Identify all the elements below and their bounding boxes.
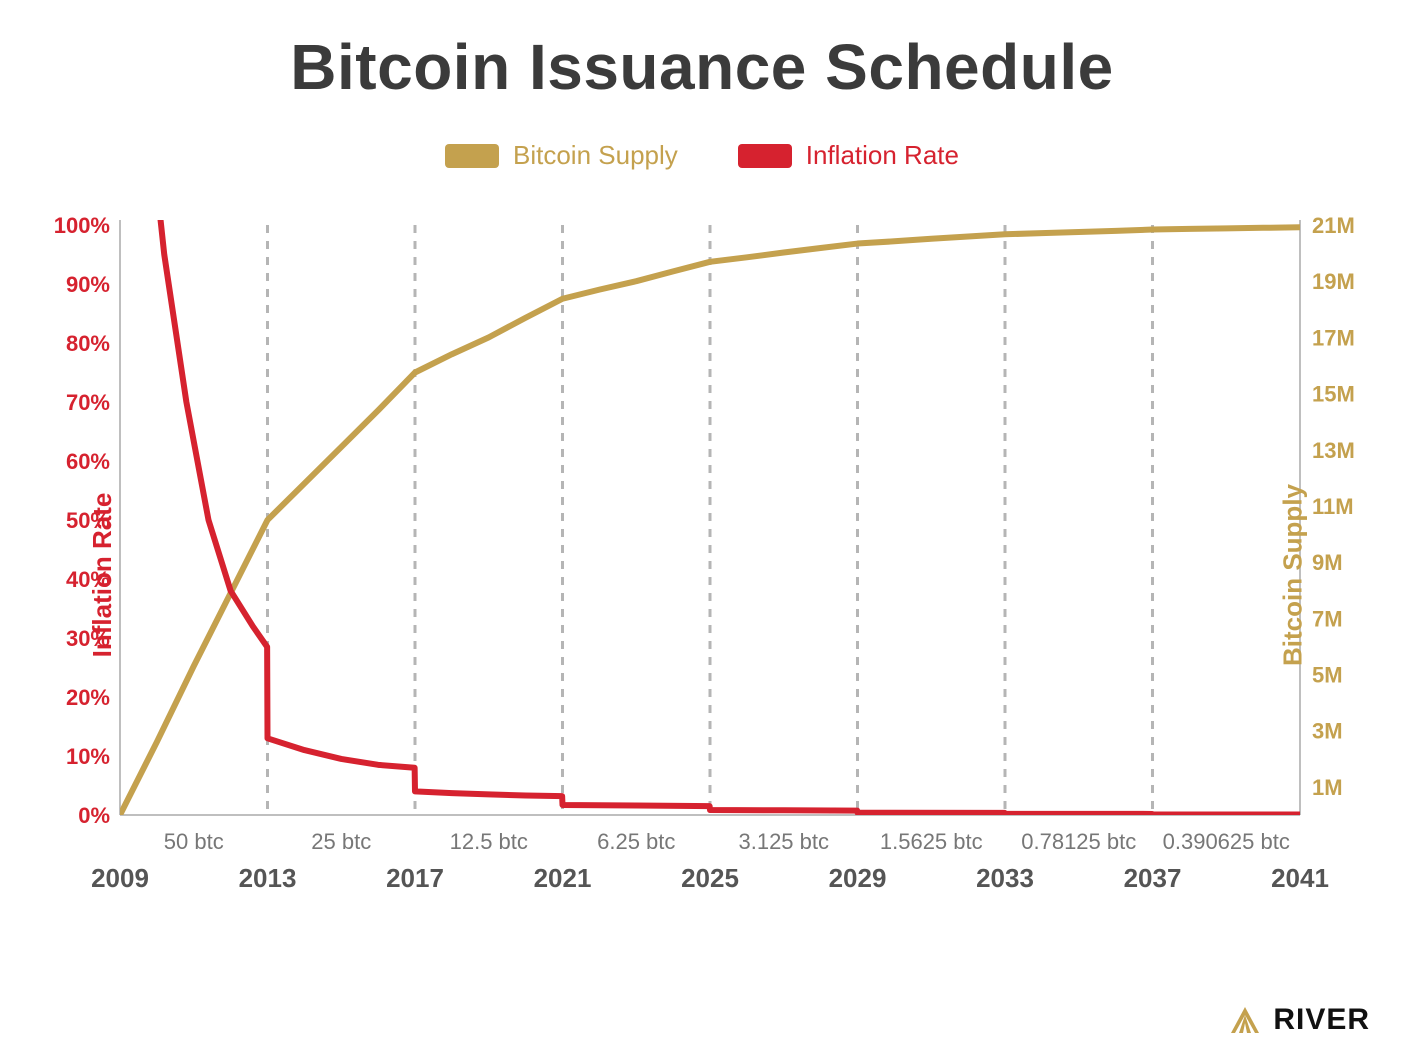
- legend-item-supply: Bitcoin Supply: [445, 140, 678, 171]
- legend-item-inflation: Inflation Rate: [738, 140, 959, 171]
- svg-text:2029: 2029: [829, 863, 887, 893]
- svg-text:2009: 2009: [91, 863, 149, 893]
- svg-text:15M: 15M: [1312, 382, 1355, 407]
- svg-text:1M: 1M: [1312, 775, 1343, 800]
- chart-area: Inflation Rate Bitcoin Supply 0%10%20%30…: [20, 215, 1384, 935]
- svg-text:2017: 2017: [386, 863, 444, 893]
- svg-text:2041: 2041: [1271, 863, 1329, 893]
- svg-text:11M: 11M: [1312, 494, 1354, 519]
- svg-text:1.5625 btc: 1.5625 btc: [880, 829, 983, 854]
- svg-text:80%: 80%: [66, 331, 110, 356]
- svg-text:2033: 2033: [976, 863, 1034, 893]
- svg-text:60%: 60%: [66, 449, 110, 474]
- svg-text:70%: 70%: [66, 390, 110, 415]
- y-axis-label-right: Bitcoin Supply: [1278, 484, 1309, 666]
- svg-text:2013: 2013: [239, 863, 297, 893]
- svg-text:20%: 20%: [66, 685, 110, 710]
- svg-text:3M: 3M: [1312, 719, 1343, 744]
- svg-text:9M: 9M: [1312, 550, 1343, 575]
- svg-text:50 btc: 50 btc: [164, 829, 224, 854]
- legend-swatch-supply: [445, 144, 499, 168]
- legend-label-inflation: Inflation Rate: [806, 140, 959, 171]
- svg-text:10%: 10%: [66, 744, 110, 769]
- svg-text:2021: 2021: [534, 863, 592, 893]
- svg-text:25 btc: 25 btc: [311, 829, 371, 854]
- svg-text:12.5 btc: 12.5 btc: [450, 829, 528, 854]
- brand: RIVER: [1227, 1003, 1370, 1037]
- svg-text:0.390625 btc: 0.390625 btc: [1163, 829, 1290, 854]
- svg-text:0.78125 btc: 0.78125 btc: [1021, 829, 1136, 854]
- chart-svg: 0%10%20%30%40%50%60%70%80%90%100%1M3M5M7…: [20, 215, 1384, 935]
- svg-text:90%: 90%: [66, 272, 110, 297]
- svg-text:100%: 100%: [54, 215, 110, 238]
- svg-text:3.125 btc: 3.125 btc: [738, 829, 829, 854]
- svg-text:2025: 2025: [681, 863, 739, 893]
- legend-swatch-inflation: [738, 144, 792, 168]
- svg-text:21M: 21M: [1312, 215, 1355, 238]
- page-title: Bitcoin Issuance Schedule: [0, 30, 1404, 104]
- brand-logo-icon: [1227, 1005, 1263, 1035]
- brand-name: RIVER: [1273, 1003, 1370, 1037]
- svg-text:19M: 19M: [1312, 269, 1355, 294]
- svg-text:5M: 5M: [1312, 663, 1343, 688]
- svg-text:0%: 0%: [78, 803, 110, 828]
- svg-text:7M: 7M: [1312, 606, 1343, 631]
- svg-text:6.25 btc: 6.25 btc: [597, 829, 675, 854]
- legend: Bitcoin Supply Inflation Rate: [0, 140, 1404, 171]
- y-axis-label-left: Inflation Rate: [87, 493, 118, 658]
- legend-label-supply: Bitcoin Supply: [513, 140, 678, 171]
- svg-text:17M: 17M: [1312, 325, 1355, 350]
- svg-text:2037: 2037: [1124, 863, 1182, 893]
- svg-text:13M: 13M: [1312, 438, 1355, 463]
